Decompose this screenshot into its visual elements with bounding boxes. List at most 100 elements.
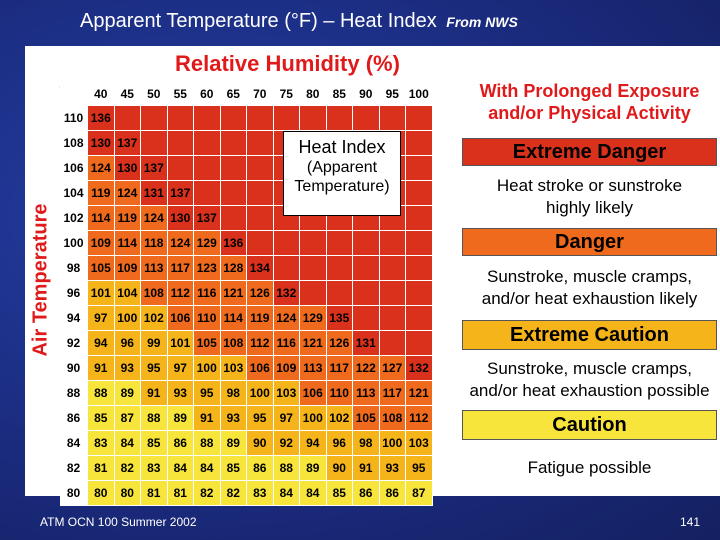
table-cell: 129 xyxy=(194,231,221,256)
table-cell: 136 xyxy=(88,106,115,131)
table-cell: 137 xyxy=(141,156,168,181)
table-cell: 98 xyxy=(220,381,247,406)
callout-line-2: (Apparent xyxy=(306,159,378,176)
table-cell: 104 xyxy=(114,281,141,306)
y-axis-label-text: Air Temperature xyxy=(29,203,52,357)
table-cell: 88 xyxy=(194,431,221,456)
table-cell: 86 xyxy=(379,481,406,506)
table-cell: 93 xyxy=(379,456,406,481)
table-cell: 117 xyxy=(379,381,406,406)
row-header: 82 xyxy=(60,456,88,481)
table-cell: 85 xyxy=(326,481,353,506)
slide-title-source: From NWS xyxy=(446,14,518,30)
desc-extreme-caution-line-1: Sunstroke, muscle cramps, xyxy=(486,359,692,378)
table-cell: 87 xyxy=(406,481,433,506)
table-cell-empty xyxy=(406,106,433,131)
table-cell-empty xyxy=(247,131,274,156)
table-cell: 95 xyxy=(141,356,168,381)
table-cell-empty xyxy=(353,256,380,281)
table-cell: 126 xyxy=(247,281,274,306)
desc-extreme-danger-line-1: Heat stroke or sunstroke xyxy=(496,176,683,195)
chart-title: Relative Humidity (%) xyxy=(175,51,400,76)
table-cell: 95 xyxy=(194,381,221,406)
table-cell-empty xyxy=(379,256,406,281)
table-cell: 102 xyxy=(326,406,353,431)
table-cell: 128 xyxy=(220,256,247,281)
column-header: 75 xyxy=(273,82,300,106)
table-cell: 83 xyxy=(141,456,168,481)
table-cell: 103 xyxy=(406,431,433,456)
desc-extreme-danger-line-2: highly likely xyxy=(546,198,633,217)
row-header: 92 xyxy=(60,331,88,356)
column-header: 85 xyxy=(326,82,353,106)
table-cell-empty xyxy=(273,256,300,281)
table-cell-empty xyxy=(379,106,406,131)
table-cell: 108 xyxy=(141,281,168,306)
row-header: 110 xyxy=(60,106,88,131)
table-cell: 82 xyxy=(114,456,141,481)
table-cell: 81 xyxy=(167,481,194,506)
desc-caution: Fatigue possible xyxy=(462,442,717,494)
table-cell: 123 xyxy=(194,256,221,281)
table-cell: 121 xyxy=(220,281,247,306)
table-cell: 90 xyxy=(247,431,274,456)
table-cell: 93 xyxy=(167,381,194,406)
table-cell: 89 xyxy=(220,431,247,456)
table-cell: 91 xyxy=(194,406,221,431)
table-cell-empty xyxy=(406,331,433,356)
table-cell-empty xyxy=(220,106,247,131)
table-cell-empty xyxy=(273,231,300,256)
table-cell: 126 xyxy=(326,331,353,356)
table-cell: 84 xyxy=(194,456,221,481)
table-cell: 84 xyxy=(167,456,194,481)
table-cell: 105 xyxy=(353,406,380,431)
row-header: 94 xyxy=(60,306,88,331)
table-cell: 113 xyxy=(300,356,327,381)
table-cell: 106 xyxy=(247,356,274,381)
column-header: 90 xyxy=(353,82,380,106)
table-cell: 84 xyxy=(300,481,327,506)
table-cell: 80 xyxy=(88,481,115,506)
table-cell-empty xyxy=(326,106,353,131)
table-cell: 116 xyxy=(273,331,300,356)
table-cell: 116 xyxy=(194,281,221,306)
table-cell-empty xyxy=(247,181,274,206)
table-cell: 109 xyxy=(114,256,141,281)
slide-title: Apparent Temperature (°F) – Heat Index F… xyxy=(80,10,518,38)
row-header: 100 xyxy=(60,231,88,256)
column-header: 40 xyxy=(88,82,115,106)
table-cell: 108 xyxy=(379,406,406,431)
table-cell: 112 xyxy=(167,281,194,306)
row-header: 86 xyxy=(60,406,88,431)
band-extreme-caution: Extreme Caution xyxy=(462,320,717,350)
table-cell-empty xyxy=(326,281,353,306)
table-cell: 124 xyxy=(273,306,300,331)
table-cell: 106 xyxy=(300,381,327,406)
table-cell-empty xyxy=(220,156,247,181)
footer-course: ATM OCN 100 Summer 2002 xyxy=(40,515,197,529)
desc-danger-line-1: Sunstroke, muscle cramps, xyxy=(486,267,692,286)
column-header: 100 xyxy=(406,82,433,106)
table-cell-empty xyxy=(167,131,194,156)
table-cell: 95 xyxy=(247,406,274,431)
column-header: 60 xyxy=(194,82,221,106)
table-cell: 81 xyxy=(141,481,168,506)
table-cell-empty xyxy=(406,256,433,281)
table-cell: 91 xyxy=(88,356,115,381)
table-cell: 84 xyxy=(114,431,141,456)
table-cell: 114 xyxy=(114,231,141,256)
row-header: 98 xyxy=(60,256,88,281)
row-header: 104 xyxy=(60,181,88,206)
table-cell: 122 xyxy=(353,356,380,381)
table-cell: 91 xyxy=(141,381,168,406)
table-cell: 112 xyxy=(247,331,274,356)
table-cell-empty xyxy=(247,231,274,256)
table-cell: 101 xyxy=(167,331,194,356)
table-cell: 94 xyxy=(300,431,327,456)
table-cell: 137 xyxy=(167,181,194,206)
table-cell: 124 xyxy=(167,231,194,256)
table-cell: 96 xyxy=(326,431,353,456)
table-cell-empty xyxy=(273,106,300,131)
table-cell: 86 xyxy=(167,431,194,456)
table-cell-empty xyxy=(194,156,221,181)
